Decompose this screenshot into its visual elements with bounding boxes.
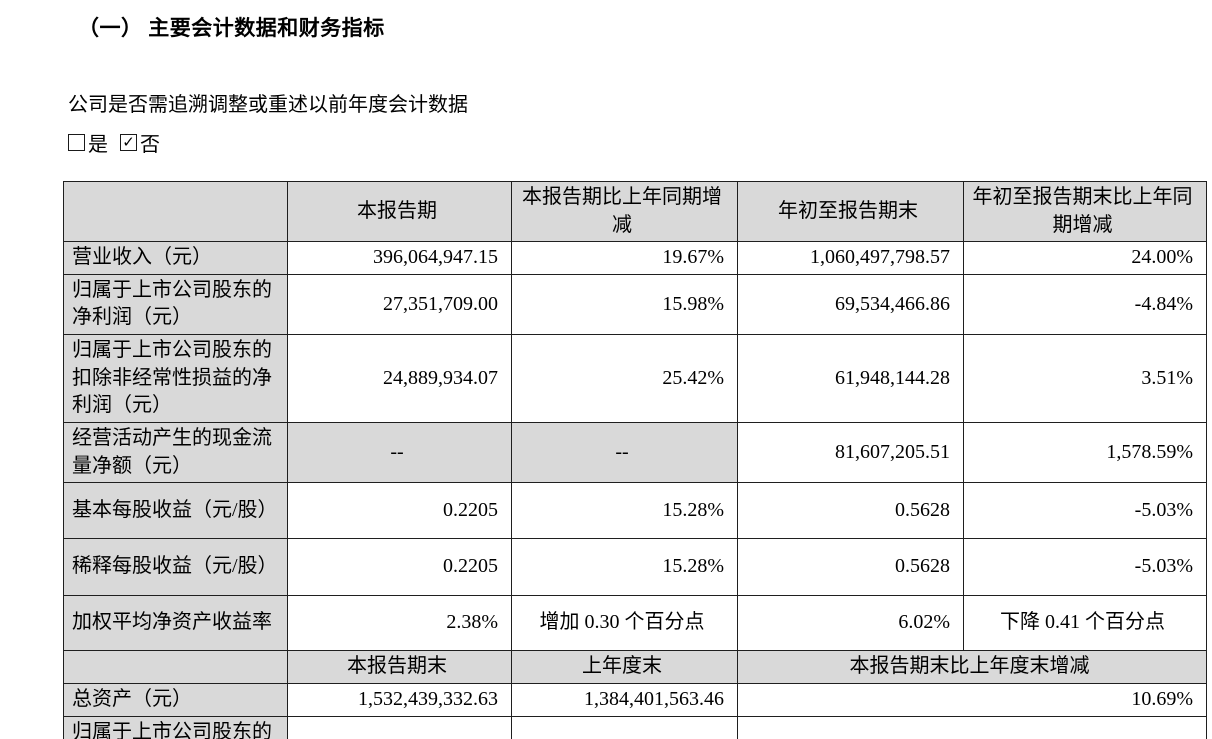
financial-indicators-table: 本报告期 本报告期比上年同期增减 年初至报告期末 年初至报告期末比上年同期增减 … (63, 180, 1207, 739)
value-cell: 0.2205 (287, 538, 512, 597)
row-label-cell: 归属于上市公司股东的所有者权益（元） (63, 715, 288, 739)
value-cell: 69,534,466.86 (737, 273, 964, 335)
table-header-yearend: 本报告期末 上年度末 本报告期末比上年度末增减 (63, 650, 1207, 684)
row-label-cell: 营业收入（元） (63, 241, 288, 275)
value-cell: 25.42% (511, 333, 738, 423)
section-title: （一） 主要会计数据和财务指标 (78, 16, 385, 40)
value-cell: -4.84% (963, 273, 1207, 335)
value-cell: 增加 0.30 个百分点 (511, 595, 738, 652)
value-cell: 15.98% (511, 273, 738, 335)
table-header-period: 本报告期 本报告期比上年同期增减 年初至报告期末 年初至报告期末比上年同期增减 (63, 180, 1207, 243)
row-label-cell: 稀释每股收益（元/股） (63, 538, 288, 597)
value-cell: 61,948,144.28 (737, 333, 964, 423)
checkbox-unchecked-icon (68, 134, 85, 151)
row-label-cell: 归属于上市公司股东的净利润（元） (63, 273, 288, 335)
restatement-options: 是 ✓ 否 (68, 128, 1212, 157)
value-cell: 15.28% (511, 482, 738, 540)
value-cell: 19.67% (511, 241, 738, 275)
value-cell: 1,060,497,798.57 (737, 241, 964, 275)
value-cell: 1,578.59% (963, 421, 1207, 484)
row-label-cell: 归属于上市公司股东的扣除非经常性损益的净利润（元） (63, 333, 288, 423)
value-cell-na: -- (511, 421, 738, 484)
row-label-cell: 加权平均净资产收益率 (63, 595, 288, 652)
value-cell: 0.2205 (287, 482, 512, 540)
header-cell-empty (63, 180, 288, 243)
option-yes-label: 是 (88, 134, 108, 156)
value-cell: 24.00% (963, 241, 1207, 275)
value-cell: 1,384,401,563.46 (511, 682, 738, 717)
value-cell: 1,532,439,332.63 (287, 682, 512, 717)
table-row-net-profit: 归属于上市公司股东的净利润（元） 27,351,709.00 15.98% 69… (63, 273, 1207, 335)
header-cell-empty (63, 650, 288, 684)
table-row-basic-eps: 基本每股收益（元/股） 0.2205 15.28% 0.5628 -5.03% (63, 482, 1207, 540)
value-cell: 81,607,205.51 (737, 421, 964, 484)
header-cell-period-yoy-change: 本报告期比上年同期增减 (511, 180, 738, 243)
table-row-weighted-avg-roe: 加权平均净资产收益率 2.38% 增加 0.30 个百分点 6.02% 下降 0… (63, 595, 1207, 652)
value-cell: 0.5628 (737, 482, 964, 540)
option-no-label: 否 (140, 134, 160, 156)
value-cell: 6.02% (737, 595, 964, 652)
value-cell: 2.38% (287, 595, 512, 652)
option-yes: 是 (68, 128, 108, 157)
value-cell: 2.46% (737, 715, 1207, 739)
table-row-net-profit-excl-nonrecurring: 归属于上市公司股东的扣除非经常性损益的净利润（元） 24,889,934.07 … (63, 333, 1207, 423)
checkbox-checked-icon: ✓ (120, 134, 137, 151)
table-row-owners-equity: 归属于上市公司股东的所有者权益（元） 1,172,026,795.88 1,14… (63, 715, 1207, 739)
restatement-question: 公司是否需追溯调整或重述以前年度会计数据 (68, 94, 468, 116)
row-label-cell: 总资产（元） (63, 682, 288, 717)
value-cell: 下降 0.41 个百分点 (963, 595, 1207, 652)
value-cell: -5.03% (963, 538, 1207, 597)
value-cell: 396,064,947.15 (287, 241, 512, 275)
value-cell-na: -- (287, 421, 512, 484)
header-cell-period-end: 本报告期末 (287, 650, 512, 684)
value-cell: 3.51% (963, 333, 1207, 423)
value-cell: 1,143,876,916.17 (511, 715, 738, 739)
value-cell: 24,889,934.07 (287, 333, 512, 423)
row-label-cell: 基本每股收益（元/股） (63, 482, 288, 540)
option-no: ✓ 否 (120, 128, 160, 157)
header-cell-ytd: 年初至报告期末 (737, 180, 964, 243)
value-cell: -5.03% (963, 482, 1207, 540)
report-page: （一） 主要会计数据和财务指标 公司是否需追溯调整或重述以前年度会计数据 是 ✓… (0, 12, 1212, 739)
value-cell: 10.69% (737, 682, 1207, 717)
header-cell-current-period: 本报告期 (287, 180, 512, 243)
value-cell: 0.5628 (737, 538, 964, 597)
header-cell-ytd-yoy-change: 年初至报告期末比上年同期增减 (963, 180, 1207, 243)
table-row-diluted-eps: 稀释每股收益（元/股） 0.2205 15.28% 0.5628 -5.03% (63, 538, 1207, 597)
table-row-operating-cash-flow: 经营活动产生的现金流量净额（元） -- -- 81,607,205.51 1,5… (63, 421, 1207, 484)
table-row-total-assets: 总资产（元） 1,532,439,332.63 1,384,401,563.46… (63, 682, 1207, 717)
value-cell: 1,172,026,795.88 (287, 715, 512, 739)
row-label-cell: 经营活动产生的现金流量净额（元） (63, 421, 288, 484)
header-cell-prior-year-end: 上年度末 (511, 650, 738, 684)
table-row-revenue: 营业收入（元） 396,064,947.15 19.67% 1,060,497,… (63, 241, 1207, 275)
value-cell: 27,351,709.00 (287, 273, 512, 335)
value-cell: 15.28% (511, 538, 738, 597)
header-cell-yearend-change: 本报告期末比上年度末增减 (737, 650, 1207, 684)
